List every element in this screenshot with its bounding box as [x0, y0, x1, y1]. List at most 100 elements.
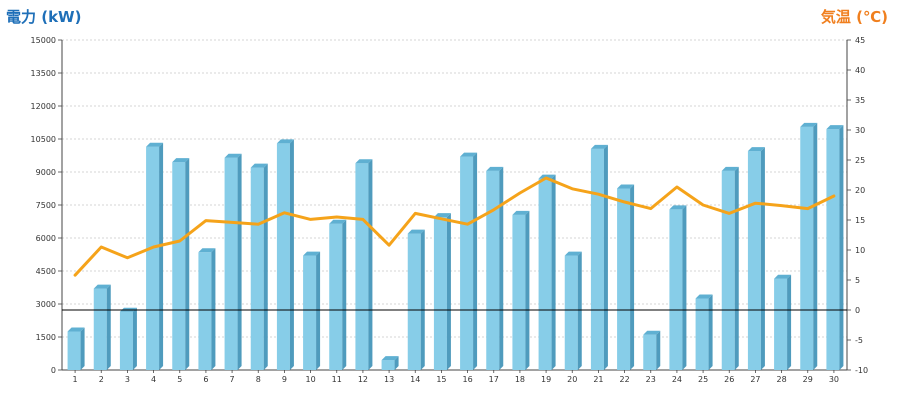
bar	[381, 360, 395, 370]
bar	[800, 126, 814, 371]
bar-top	[800, 122, 818, 127]
right-tick-label: 35	[855, 96, 865, 105]
bar	[643, 334, 657, 370]
right-tick-label: -10	[855, 366, 868, 375]
right-tick-label: 40	[855, 66, 865, 75]
bar-top	[486, 166, 504, 171]
right-tick-label: 0	[855, 306, 860, 315]
x-tick-label: 23	[646, 375, 656, 384]
temperature-line	[73, 176, 836, 277]
x-tick-label: 10	[305, 375, 315, 384]
x-tick-label: 11	[332, 375, 342, 384]
bar-side	[106, 284, 111, 370]
bar-side	[368, 159, 373, 370]
bar-top	[355, 159, 373, 164]
bar	[250, 167, 264, 370]
bar-top	[329, 219, 347, 224]
bar-top	[460, 152, 478, 157]
bar-top	[721, 166, 739, 171]
bar	[747, 151, 761, 370]
left-tick-label: 7500	[36, 201, 56, 210]
bar-top	[826, 125, 844, 130]
bar-top	[564, 251, 582, 256]
x-tick-label: 26	[724, 375, 734, 384]
bar	[512, 214, 526, 370]
left-tick-label: 1500	[36, 333, 56, 342]
bar-side	[603, 144, 608, 370]
x-tick-label: 5	[177, 375, 182, 384]
bar-side	[237, 153, 242, 370]
x-tick-label: 2	[99, 375, 104, 384]
bar-top	[695, 294, 713, 299]
bar-top	[512, 210, 530, 215]
bar	[721, 170, 735, 370]
bar-top	[250, 163, 268, 168]
bar-top	[93, 284, 111, 289]
bar-side	[211, 248, 216, 370]
bar	[329, 223, 343, 370]
left-tick-label: 13500	[31, 69, 56, 78]
x-tick-label: 19	[541, 375, 551, 384]
x-tick-label: 28	[776, 375, 786, 384]
bar-side	[682, 205, 687, 370]
bar-top	[643, 330, 661, 335]
bar	[67, 331, 81, 370]
bar	[224, 157, 238, 370]
bar-side	[394, 356, 399, 370]
bar-side	[525, 210, 530, 370]
x-tick-label: 29	[803, 375, 813, 384]
bar-top	[198, 248, 216, 253]
x-tick-label: 15	[436, 375, 446, 384]
x-tick-label: 24	[672, 375, 682, 384]
x-tick-label: 1	[73, 375, 78, 384]
x-tick-label: 14	[410, 375, 420, 384]
bar-side	[656, 330, 661, 370]
x-tick-label: 9	[282, 375, 287, 384]
bar-side	[132, 307, 137, 370]
left-tick-label: 12000	[31, 102, 56, 111]
right-tick-label: 10	[855, 246, 865, 255]
x-tick-label: 13	[384, 375, 394, 384]
bar	[172, 162, 186, 370]
x-tick-label: 17	[489, 375, 499, 384]
left-tick-label: 4500	[36, 267, 56, 276]
bar-top	[224, 153, 242, 158]
right-tick-label: 5	[855, 276, 860, 285]
bar	[146, 146, 160, 370]
bar-top	[146, 142, 164, 147]
bar	[617, 188, 631, 370]
bar	[826, 129, 840, 370]
x-tick-label: 8	[256, 375, 261, 384]
bar-top	[747, 147, 765, 152]
bar-side	[446, 213, 451, 370]
x-tick-label: 25	[698, 375, 708, 384]
bar-side	[316, 251, 321, 370]
x-tick-label: 21	[593, 375, 603, 384]
bar-side	[289, 139, 294, 370]
bar	[669, 209, 683, 370]
bar-side	[630, 184, 635, 370]
bar	[119, 311, 133, 370]
x-tick-label: 6	[203, 375, 208, 384]
bar	[564, 255, 578, 370]
bar-side	[760, 147, 765, 370]
bar-side	[499, 166, 504, 370]
right-tick-label: 25	[855, 156, 865, 165]
bar	[198, 252, 212, 370]
bar	[276, 143, 290, 370]
x-tick-label: 30	[829, 375, 839, 384]
bar-side	[263, 163, 268, 370]
left-axis-title: 電力 (kW)	[6, 8, 82, 26]
bar-top	[774, 274, 792, 279]
bar	[433, 217, 447, 370]
right-tick-label: 30	[855, 126, 865, 135]
bar	[486, 170, 500, 370]
x-tick-label: 4	[151, 375, 156, 384]
bar-side	[787, 274, 792, 370]
bar-side	[473, 152, 478, 370]
right-tick-label: 45	[855, 36, 865, 45]
bar	[355, 163, 369, 370]
right-tick-label: -5	[855, 336, 863, 345]
bar	[303, 255, 317, 370]
x-tick-label: 22	[619, 375, 629, 384]
